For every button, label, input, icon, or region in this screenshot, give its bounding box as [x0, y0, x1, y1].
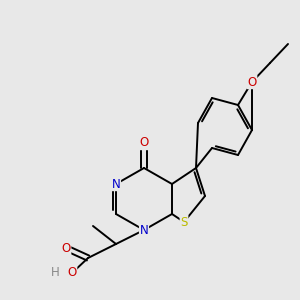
Text: N: N — [112, 178, 120, 190]
Text: O: O — [248, 76, 256, 88]
Text: S: S — [180, 215, 188, 229]
Text: O: O — [68, 266, 76, 280]
Text: N: N — [140, 224, 148, 236]
Text: H: H — [51, 266, 60, 280]
Text: O: O — [140, 136, 148, 149]
Text: O: O — [61, 242, 70, 254]
